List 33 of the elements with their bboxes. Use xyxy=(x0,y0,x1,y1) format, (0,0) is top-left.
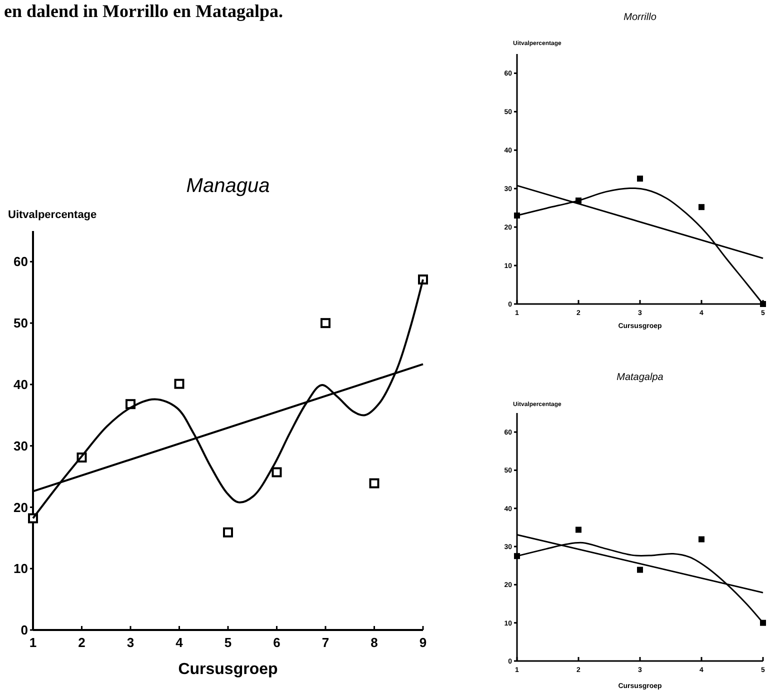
chart-title: Managua xyxy=(186,175,270,197)
chart-title: Matagalpa xyxy=(616,372,664,383)
point xyxy=(174,378,184,389)
point xyxy=(576,526,582,533)
x-tick-label: 6 xyxy=(273,635,280,650)
y-tick-label: 50 xyxy=(14,316,28,331)
point xyxy=(637,566,643,573)
y-tick-label: 10 xyxy=(14,561,28,576)
y-axis-title: Uitvalpercentage xyxy=(8,209,97,221)
chart-title: Morrillo xyxy=(624,12,657,23)
x-tick-label: 3 xyxy=(126,635,134,650)
point xyxy=(369,478,380,488)
x-tick-label: 2 xyxy=(78,635,86,650)
point xyxy=(698,204,704,210)
x-tick-label: 8 xyxy=(370,635,378,650)
point xyxy=(698,536,704,542)
x-tick-label: 1 xyxy=(29,635,37,650)
x-tick-label: 7 xyxy=(322,635,330,650)
y-tick-label: 40 xyxy=(14,377,28,392)
x-axis-title: Cursusgroep xyxy=(178,661,278,678)
x-tick-label: 5 xyxy=(224,635,232,650)
point xyxy=(320,318,330,328)
y-tick-label: 60 xyxy=(14,254,28,270)
x-tick-label: 9 xyxy=(419,635,427,650)
text: en dalend in Morrillo en Matagalpa. xyxy=(4,1,283,21)
x-tick-label: 4 xyxy=(176,635,184,650)
point xyxy=(637,176,643,182)
y-tick-label: 30 xyxy=(14,438,28,454)
point xyxy=(223,527,233,538)
point xyxy=(514,212,520,219)
point xyxy=(272,467,282,478)
y-tick-label: 20 xyxy=(14,500,28,515)
y-tick-label: 0 xyxy=(20,622,28,638)
